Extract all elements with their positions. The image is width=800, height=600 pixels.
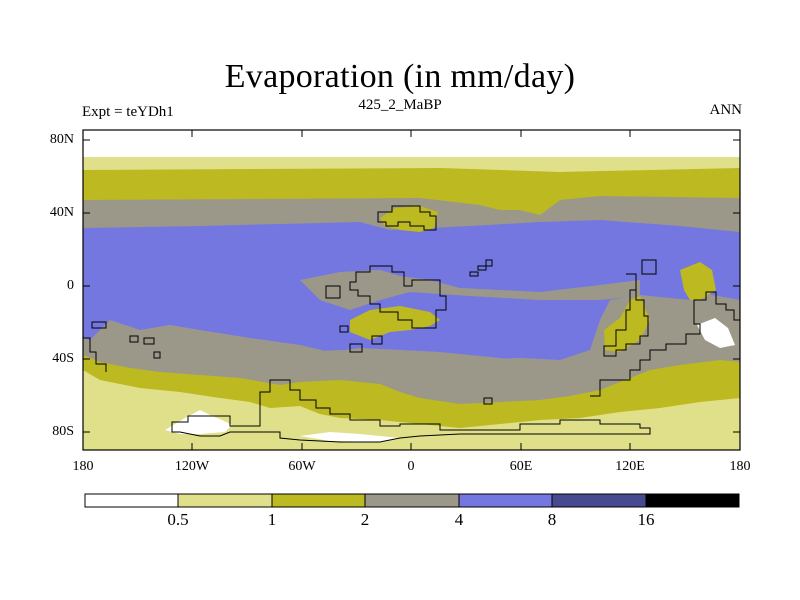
y-tick-label-80n: 80N <box>49 132 74 147</box>
coast-island-4 <box>143 337 155 345</box>
colorbar-box-4 <box>364 493 460 508</box>
x-tick-label-0: 0 <box>407 459 415 474</box>
x-tick-label-120e: 120E <box>615 459 645 474</box>
y-tick-label-80s: 80S <box>52 424 74 439</box>
colorbar-label-4: 4 <box>454 510 464 529</box>
x-tick-label-180e: 180 <box>729 459 751 474</box>
land-africa-olive <box>350 306 440 340</box>
colorbar-label-1: 1 <box>267 510 277 529</box>
white-patch-1 <box>165 410 232 434</box>
coast-small-1 <box>469 271 479 277</box>
x-axis-ticks <box>191 130 631 450</box>
y-tick-label-0: 0 <box>67 278 74 293</box>
coast-island-3 <box>339 325 349 333</box>
colorbar-box-6 <box>551 493 647 508</box>
period-label: 425_2_MaBP <box>358 97 442 113</box>
white-patch-2 <box>300 432 400 442</box>
coast-island-ne <box>641 259 657 275</box>
colorbar <box>84 493 740 508</box>
colorbar-box-3 <box>271 493 366 508</box>
x-tick-label-60w: 60W <box>288 459 316 474</box>
gray-east-pacific <box>300 270 640 310</box>
band-pale-south <box>83 370 740 450</box>
y-tick-label-40n: 40N <box>49 205 74 220</box>
y-axis-ticks <box>83 139 740 433</box>
coast-south-america-islands <box>325 285 341 299</box>
x-tick-label-120w: 120W <box>174 459 210 474</box>
coast-island-6 <box>153 351 161 359</box>
colorbar-label-2: 2 <box>360 510 370 529</box>
coast-island-2 <box>371 335 383 345</box>
colorbar-box-2 <box>177 493 273 508</box>
colorbar-label-0-5: 0.5 <box>167 510 189 529</box>
map-title: Evaporation (in mm/day) <box>224 58 576 95</box>
y-tick-label-40s: 40S <box>52 351 74 366</box>
coast-island-7 <box>91 321 107 329</box>
x-tick-label-60e: 60E <box>509 459 533 474</box>
x-tick-label-180w: 180 <box>72 459 94 474</box>
coast-island-1 <box>349 343 363 353</box>
experiment-label: Expt = teYDh1 <box>82 104 174 120</box>
colorbar-label-16: 16 <box>637 510 655 529</box>
coast-north-continent <box>377 205 437 231</box>
coast-antarctica <box>171 379 651 443</box>
map-plot-area <box>83 130 740 450</box>
colorbar-label-8: 8 <box>547 510 557 529</box>
colorbar-box-7 <box>645 493 740 508</box>
season-label: ANN <box>709 102 743 118</box>
land-east-olive <box>680 262 716 300</box>
coast-small-2 <box>477 265 487 271</box>
coast-island-5 <box>129 335 139 343</box>
coast-australia <box>603 273 649 357</box>
coast-small-3 <box>485 259 493 267</box>
coastlines <box>83 205 740 443</box>
white-patch-3 <box>697 318 735 348</box>
coast-east-continent <box>590 291 740 397</box>
coast-small-4 <box>483 397 493 405</box>
coast-africa <box>349 265 447 329</box>
colorbar-box-1 <box>84 493 179 508</box>
colorbar-box-5 <box>458 493 553 508</box>
coast-west-shelf <box>83 337 107 372</box>
